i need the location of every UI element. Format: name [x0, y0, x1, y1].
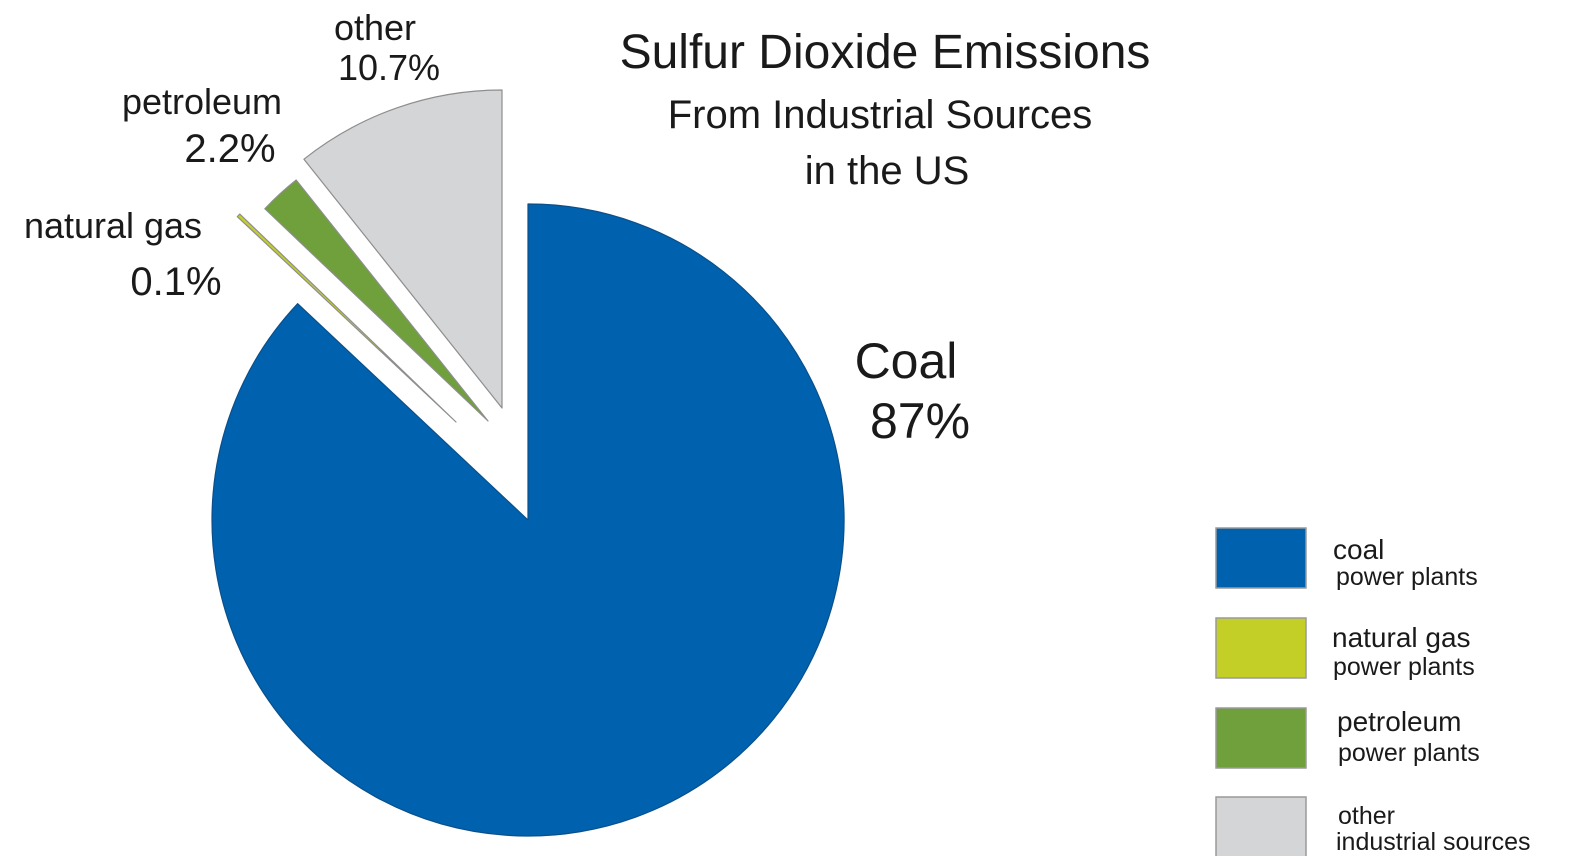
legend-label-coal: coal	[1333, 534, 1384, 565]
pie-slice-natural-gas	[236, 213, 457, 423]
chart-subtitle-line-1: From Industrial Sources	[668, 93, 1093, 137]
pie-slices	[211, 89, 845, 837]
natural-gas-label: natural gas	[24, 205, 202, 246]
natural-gas-value: 0.1%	[130, 260, 221, 304]
legend-sublabel-natural-gas: power plants	[1333, 653, 1475, 681]
legend: coal power plants natural gas power plan…	[1215, 527, 1531, 856]
coal-value: 87%	[870, 393, 970, 449]
legend-sublabel-petroleum: power plants	[1338, 739, 1480, 767]
coal-label: Coal	[855, 333, 958, 389]
petroleum-label: petroleum	[122, 81, 282, 122]
legend-swatch-coal	[1215, 527, 1307, 589]
petroleum-value: 2.2%	[184, 127, 275, 171]
other-label: other	[334, 7, 416, 48]
other-value: 10.7%	[338, 47, 440, 88]
legend-swatch-petroleum	[1215, 707, 1307, 769]
legend-label-natural-gas: natural gas	[1332, 622, 1471, 653]
chart-subtitle-line-2: in the US	[805, 149, 970, 193]
pie-slice-petroleum	[264, 179, 489, 422]
pie-slice-coal	[211, 203, 845, 837]
legend-label-other: other	[1338, 802, 1395, 830]
legend-swatch-other	[1215, 796, 1307, 856]
legend-sublabel-coal: power plants	[1336, 563, 1478, 591]
legend-label-petroleum: petroleum	[1337, 706, 1462, 737]
legend-sublabel-other: industrial sources	[1336, 828, 1531, 856]
legend-swatch-natural-gas	[1215, 617, 1307, 679]
pie-slice-other	[303, 89, 503, 409]
chart-title: Sulfur Dioxide Emissions	[620, 26, 1151, 79]
